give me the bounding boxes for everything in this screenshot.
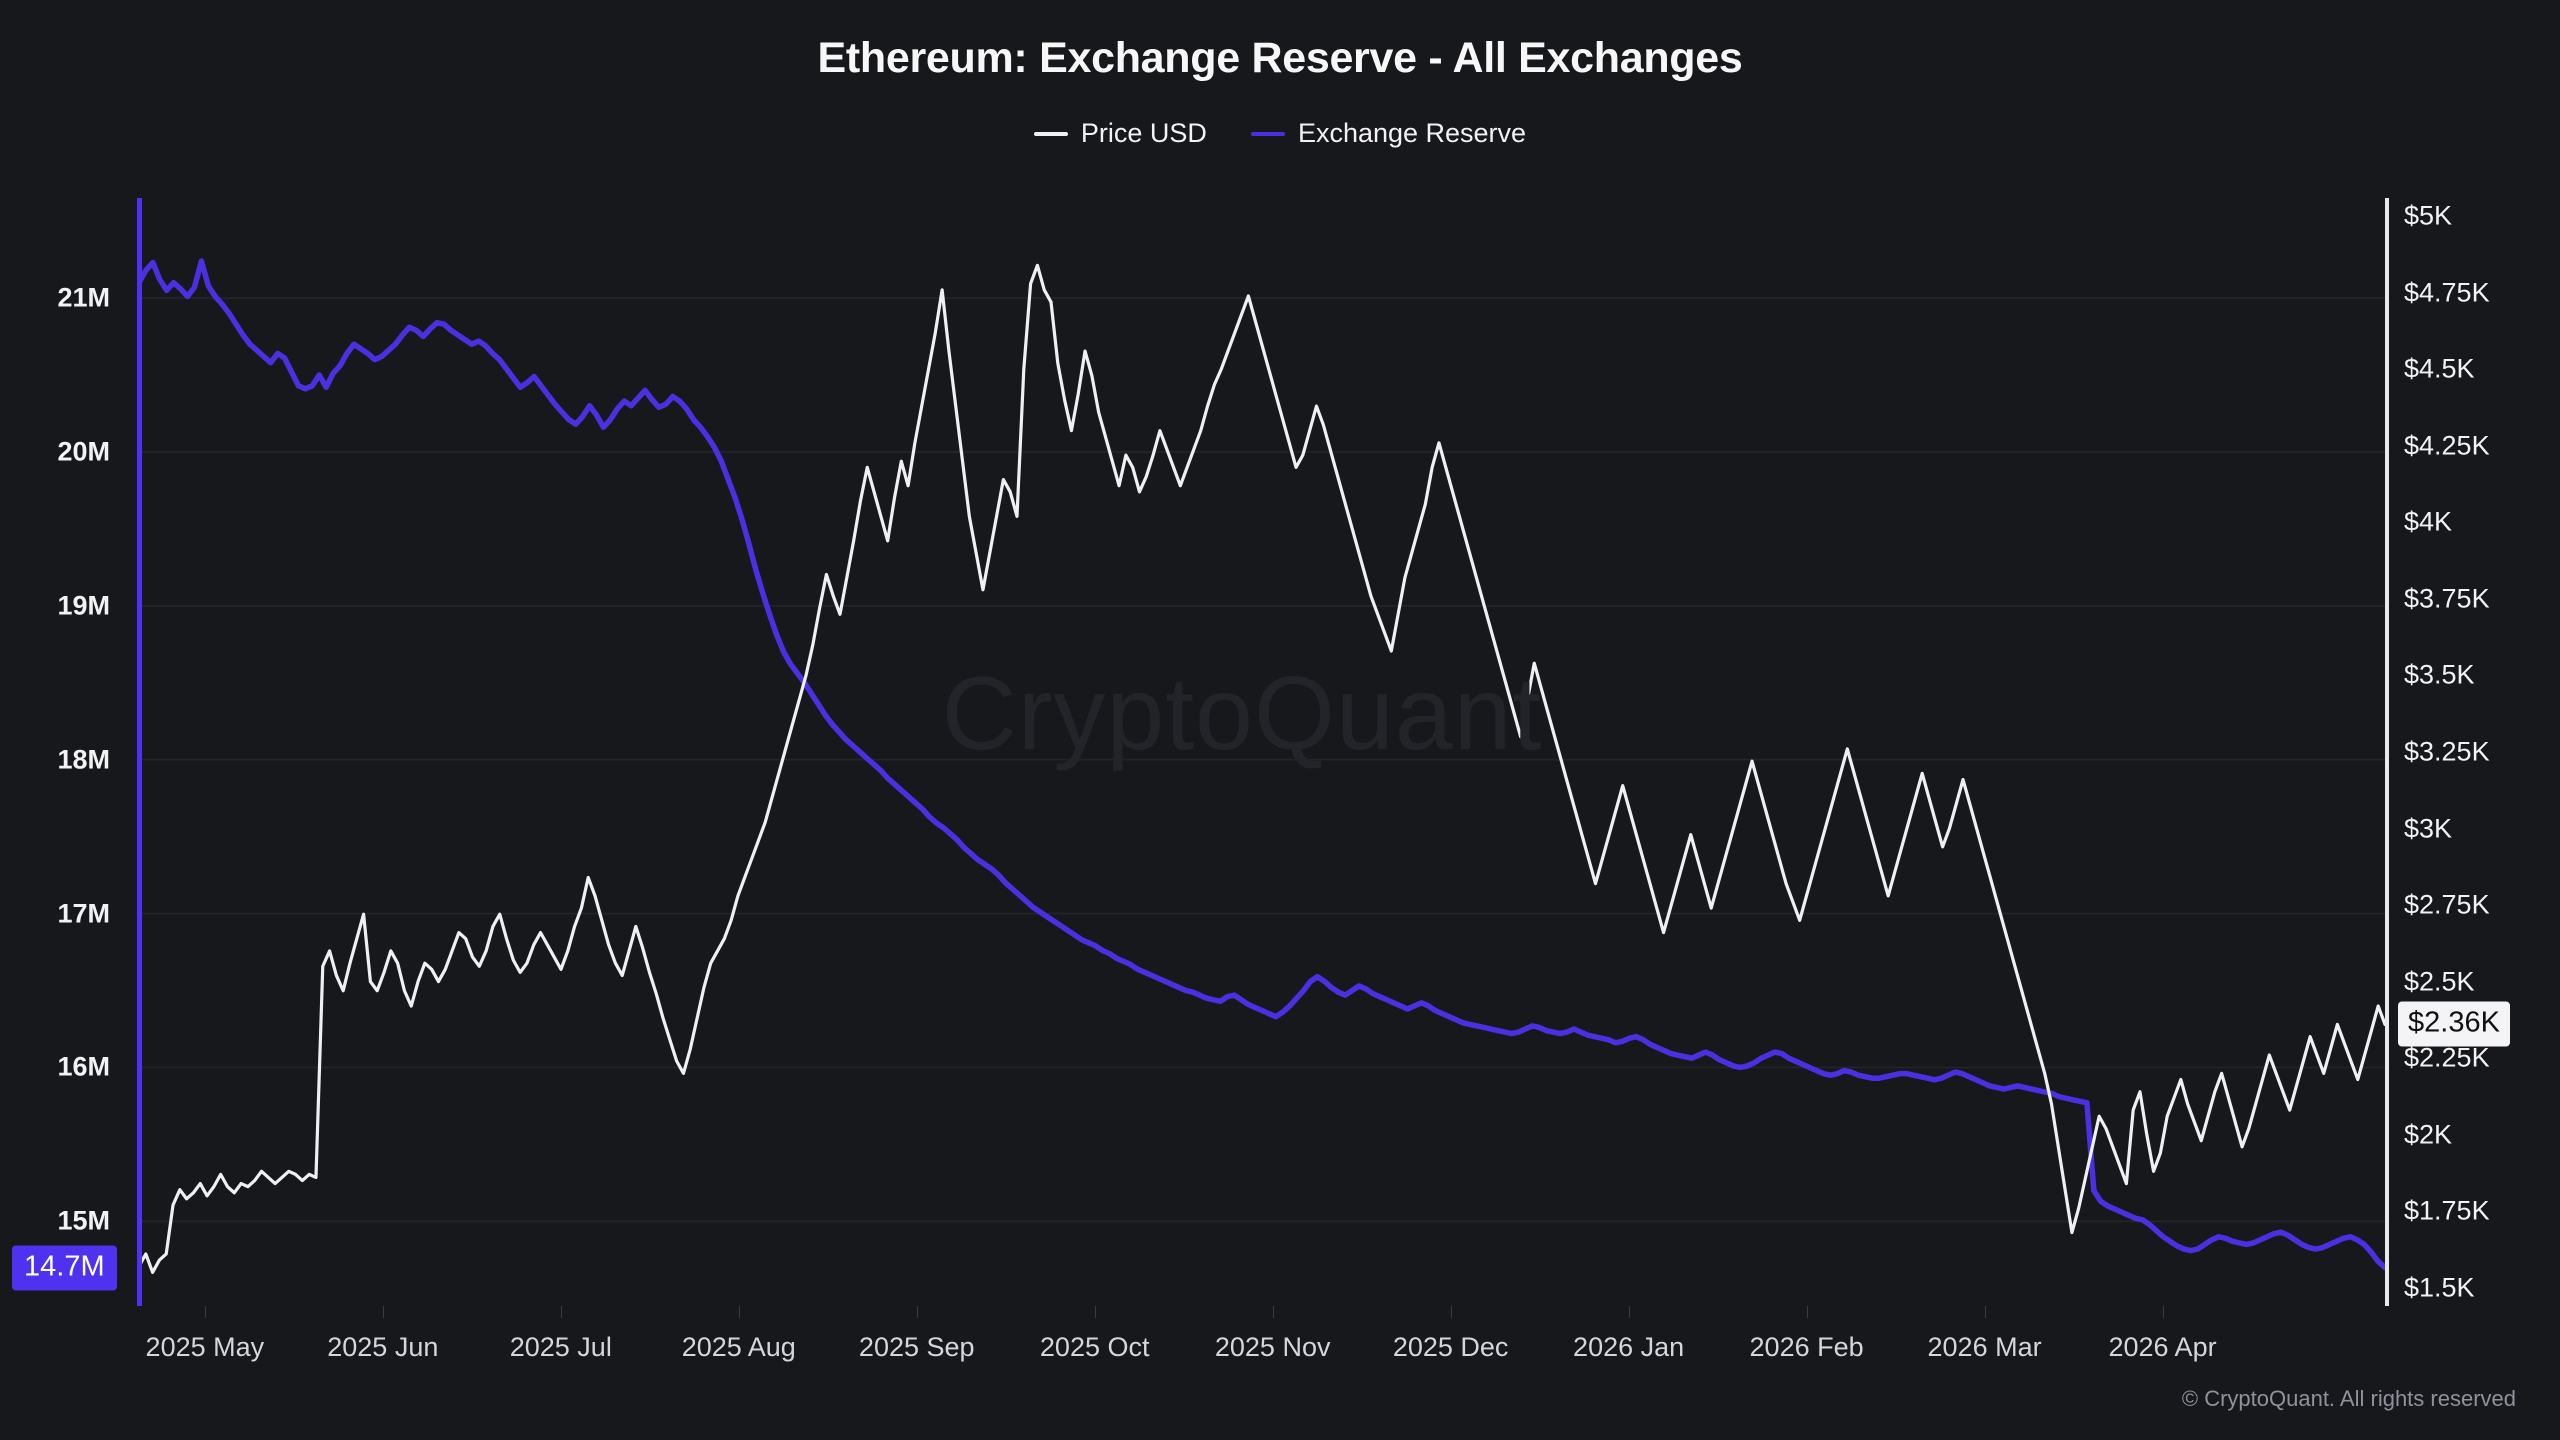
x-axis-tick-label: 2026 Apr (2108, 1332, 2217, 1362)
x-axis-tick-label: 2025 Dec (1392, 1332, 1509, 1362)
left-axis-tick-label: 21M (57, 282, 110, 313)
legend-item-price-usd[interactable]: Price USD (1033, 118, 1207, 149)
x-axis-tick-mark (1984, 1306, 1986, 1318)
right-axis-tick-label: $2.75K (2404, 889, 2490, 920)
x-axis-tick-label: 2025 May (145, 1332, 265, 1362)
legend-label-exchange-reserve: Exchange Reserve (1297, 118, 1527, 148)
series-line-price-usd (139, 263, 2385, 1274)
x-axis-tick-mark (1450, 1306, 1452, 1318)
series-line-exchange-reserve (139, 258, 2385, 1271)
page-title: Ethereum: Exchange Reserve - All Exchang… (817, 34, 1743, 82)
x-axis-tick-label: 2026 Mar (1927, 1332, 2042, 1362)
copyright-credit: © CryptoQuant. All rights reserved (2181, 1386, 2516, 1411)
x-axis-tick-mark (560, 1306, 562, 1318)
left-axis-tick-label: 20M (57, 436, 110, 467)
x-axis-tick-mark (204, 1306, 206, 1318)
left-axis-tick-label: 17M (57, 898, 110, 929)
x-axis-tick-mark (916, 1306, 918, 1318)
x-axis-tick-mark (382, 1306, 384, 1318)
x-axis-tick-mark (1806, 1306, 1808, 1318)
x-axis-tick-label: 2026 Jan (1573, 1332, 1685, 1362)
x-axis-tick-mark (1094, 1306, 1096, 1318)
x-axis-tick-mark (1272, 1306, 1274, 1318)
right-axis-tick-label: $4K (2404, 506, 2453, 537)
x-axis-tick-mark (2162, 1306, 2164, 1318)
right-axis-tick-label: $2.25K (2404, 1042, 2490, 1073)
left-axis-tick-label: 15M (57, 1205, 110, 1236)
legend-swatch-price-usd (1033, 131, 1068, 136)
right-axis-current-value-badge: $2.36K (2398, 1001, 2510, 1047)
x-axis-tick-mark (738, 1306, 740, 1318)
right-axis-spine (2385, 198, 2389, 1306)
x-axis-tick-mark (1628, 1306, 1630, 1318)
left-axis-tick-label: 18M (57, 744, 110, 775)
right-axis-tick-label: $2K (2404, 1119, 2453, 1150)
right-axis-tick-label: $3.25K (2404, 736, 2490, 767)
x-axis-tick-label: 2026 Feb (1749, 1332, 1864, 1362)
x-axis-tick-label: 2025 Oct (1039, 1332, 1150, 1362)
right-axis-tick-label: $1.5K (2404, 1272, 2475, 1303)
right-axis-tick-label: $2.5K (2404, 966, 2475, 997)
right-axis-tick-label: $4.25K (2404, 430, 2490, 461)
chart-canvas (139, 258, 2385, 1274)
x-axis-tick-label: 2025 Jun (327, 1332, 439, 1362)
x-axis-tick-label: 2025 Jul (509, 1332, 612, 1362)
x-axis-tick-label: 2025 Nov (1214, 1332, 1331, 1362)
plot-area: CryptoQuant (139, 198, 2385, 1306)
right-axis-tick-label: $3.75K (2404, 583, 2490, 614)
x-axis-tick-label: 2025 Aug (681, 1332, 796, 1362)
right-axis-tick-label: $3.5K (2404, 659, 2475, 690)
right-axis-tick-label: $4.75K (2404, 277, 2490, 308)
left-axis-tick-label: 19M (57, 590, 110, 621)
right-axis-tick-label: $1.75K (2404, 1195, 2490, 1226)
left-axis-tick-label: 16M (57, 1051, 110, 1082)
x-axis-tick-label: 2025 Sep (858, 1332, 975, 1362)
left-axis-spine (137, 198, 142, 1306)
legend-label-price-usd: Price USD (1080, 118, 1207, 148)
left-axis-current-value-badge: 14.7M (12, 1245, 117, 1291)
chart-legend: Price USD Exchange Reserve (0, 118, 2560, 149)
right-axis-tick-label: $4.5K (2404, 353, 2475, 384)
right-axis-tick-label: $3K (2404, 813, 2453, 844)
gridlines (139, 297, 2385, 1223)
legend-item-exchange-reserve[interactable]: Exchange Reserve (1250, 118, 1527, 149)
legend-swatch-exchange-reserve (1250, 131, 1285, 136)
right-axis-tick-label: $5K (2404, 200, 2453, 231)
